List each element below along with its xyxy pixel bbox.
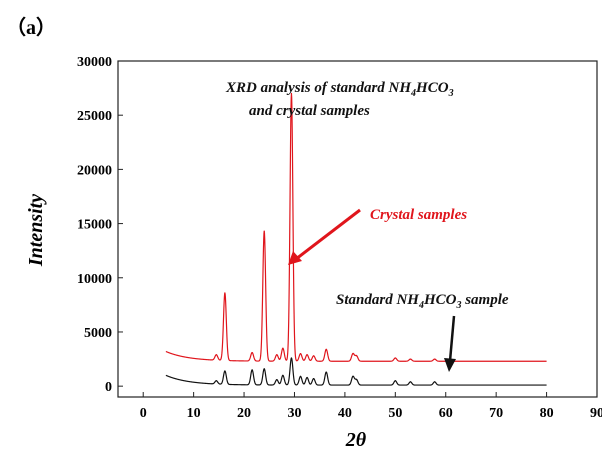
crystal-arrow-head xyxy=(288,251,302,265)
peak-point xyxy=(263,230,265,232)
peak-point xyxy=(276,379,278,381)
peak-point xyxy=(299,353,302,355)
y-tick-label: 10000 xyxy=(77,272,112,287)
peak-point xyxy=(215,380,217,382)
standard-sample-label: Standard NH4HCO3 sample xyxy=(336,292,509,311)
standard-arrow-head xyxy=(444,358,456,372)
y-tick-label: 5000 xyxy=(84,326,112,341)
peak-point xyxy=(251,351,253,354)
x-tick-label: 80 xyxy=(540,406,554,421)
series-layer xyxy=(165,92,547,386)
peak-point xyxy=(325,371,327,373)
peak-point xyxy=(290,92,293,95)
peak-point xyxy=(224,292,226,294)
peak-point xyxy=(282,374,284,376)
y-tick-label: 15000 xyxy=(77,218,112,233)
peak-point xyxy=(394,357,396,359)
x-tick-label: 20 xyxy=(237,406,251,421)
crystal-samples-label: Crystal samples xyxy=(370,207,467,223)
x-tick-label: 0 xyxy=(140,406,147,421)
peak-point xyxy=(352,353,354,355)
peak-point xyxy=(276,354,278,356)
ticks-layer: 0 10 20 30 40 50 60 70 80 90 0 5000 10000 15000 20000 2… xyxy=(77,55,602,421)
y-tick-label: 30000 xyxy=(77,55,112,70)
peak-point xyxy=(313,355,315,357)
y-tick-label: 25000 xyxy=(77,109,112,124)
peak-point xyxy=(325,348,327,350)
annotation-title-line1: XRD analysis of standard NH4HCO3 xyxy=(225,80,454,99)
peak-point xyxy=(355,379,358,381)
peak-point xyxy=(434,358,436,360)
peak-point xyxy=(355,355,358,357)
annotation-title-line2: and crystal samples xyxy=(249,103,370,119)
peak-point xyxy=(224,370,226,372)
peak-point xyxy=(434,381,436,383)
peak-point xyxy=(409,358,412,360)
plot-frame xyxy=(117,60,598,398)
peak-point xyxy=(215,354,217,356)
y-tick-label: 20000 xyxy=(77,163,112,178)
standard-arrow-shaft xyxy=(448,315,456,362)
peak-point xyxy=(352,375,354,378)
x-tick-label: 30 xyxy=(287,406,301,421)
x-axis-title: 2θ xyxy=(345,429,367,451)
x-tick-label: 70 xyxy=(489,406,503,421)
peak-point xyxy=(251,369,253,371)
y-axis-title: Intensity xyxy=(25,194,47,267)
peak-point xyxy=(299,375,302,378)
peak-point xyxy=(313,377,315,380)
peak-point xyxy=(263,368,265,370)
peak-point xyxy=(306,376,308,379)
x-tick-label: 60 xyxy=(439,406,453,421)
series-line-0 xyxy=(165,92,547,362)
peak-point xyxy=(282,347,284,349)
peak-point xyxy=(306,354,308,356)
x-tick-label: 10 xyxy=(187,406,201,421)
x-tick-label: 50 xyxy=(388,406,402,421)
panel-label: （a） xyxy=(6,16,56,39)
peak-point xyxy=(290,357,293,359)
x-tick-label: 90 xyxy=(590,406,602,421)
peak-point xyxy=(409,381,412,383)
x-tick-label: 40 xyxy=(338,406,352,421)
crystal-arrow-shaft xyxy=(295,208,361,261)
y-tick-label: 0 xyxy=(105,380,112,395)
peak-point xyxy=(394,380,396,382)
series-line-1 xyxy=(165,357,547,386)
